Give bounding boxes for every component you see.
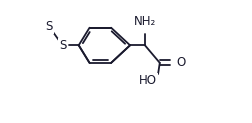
Text: HO: HO	[139, 74, 157, 87]
Text: S: S	[45, 20, 53, 33]
Text: S: S	[59, 39, 66, 52]
Text: NH₂: NH₂	[134, 15, 156, 28]
Text: O: O	[176, 56, 185, 69]
